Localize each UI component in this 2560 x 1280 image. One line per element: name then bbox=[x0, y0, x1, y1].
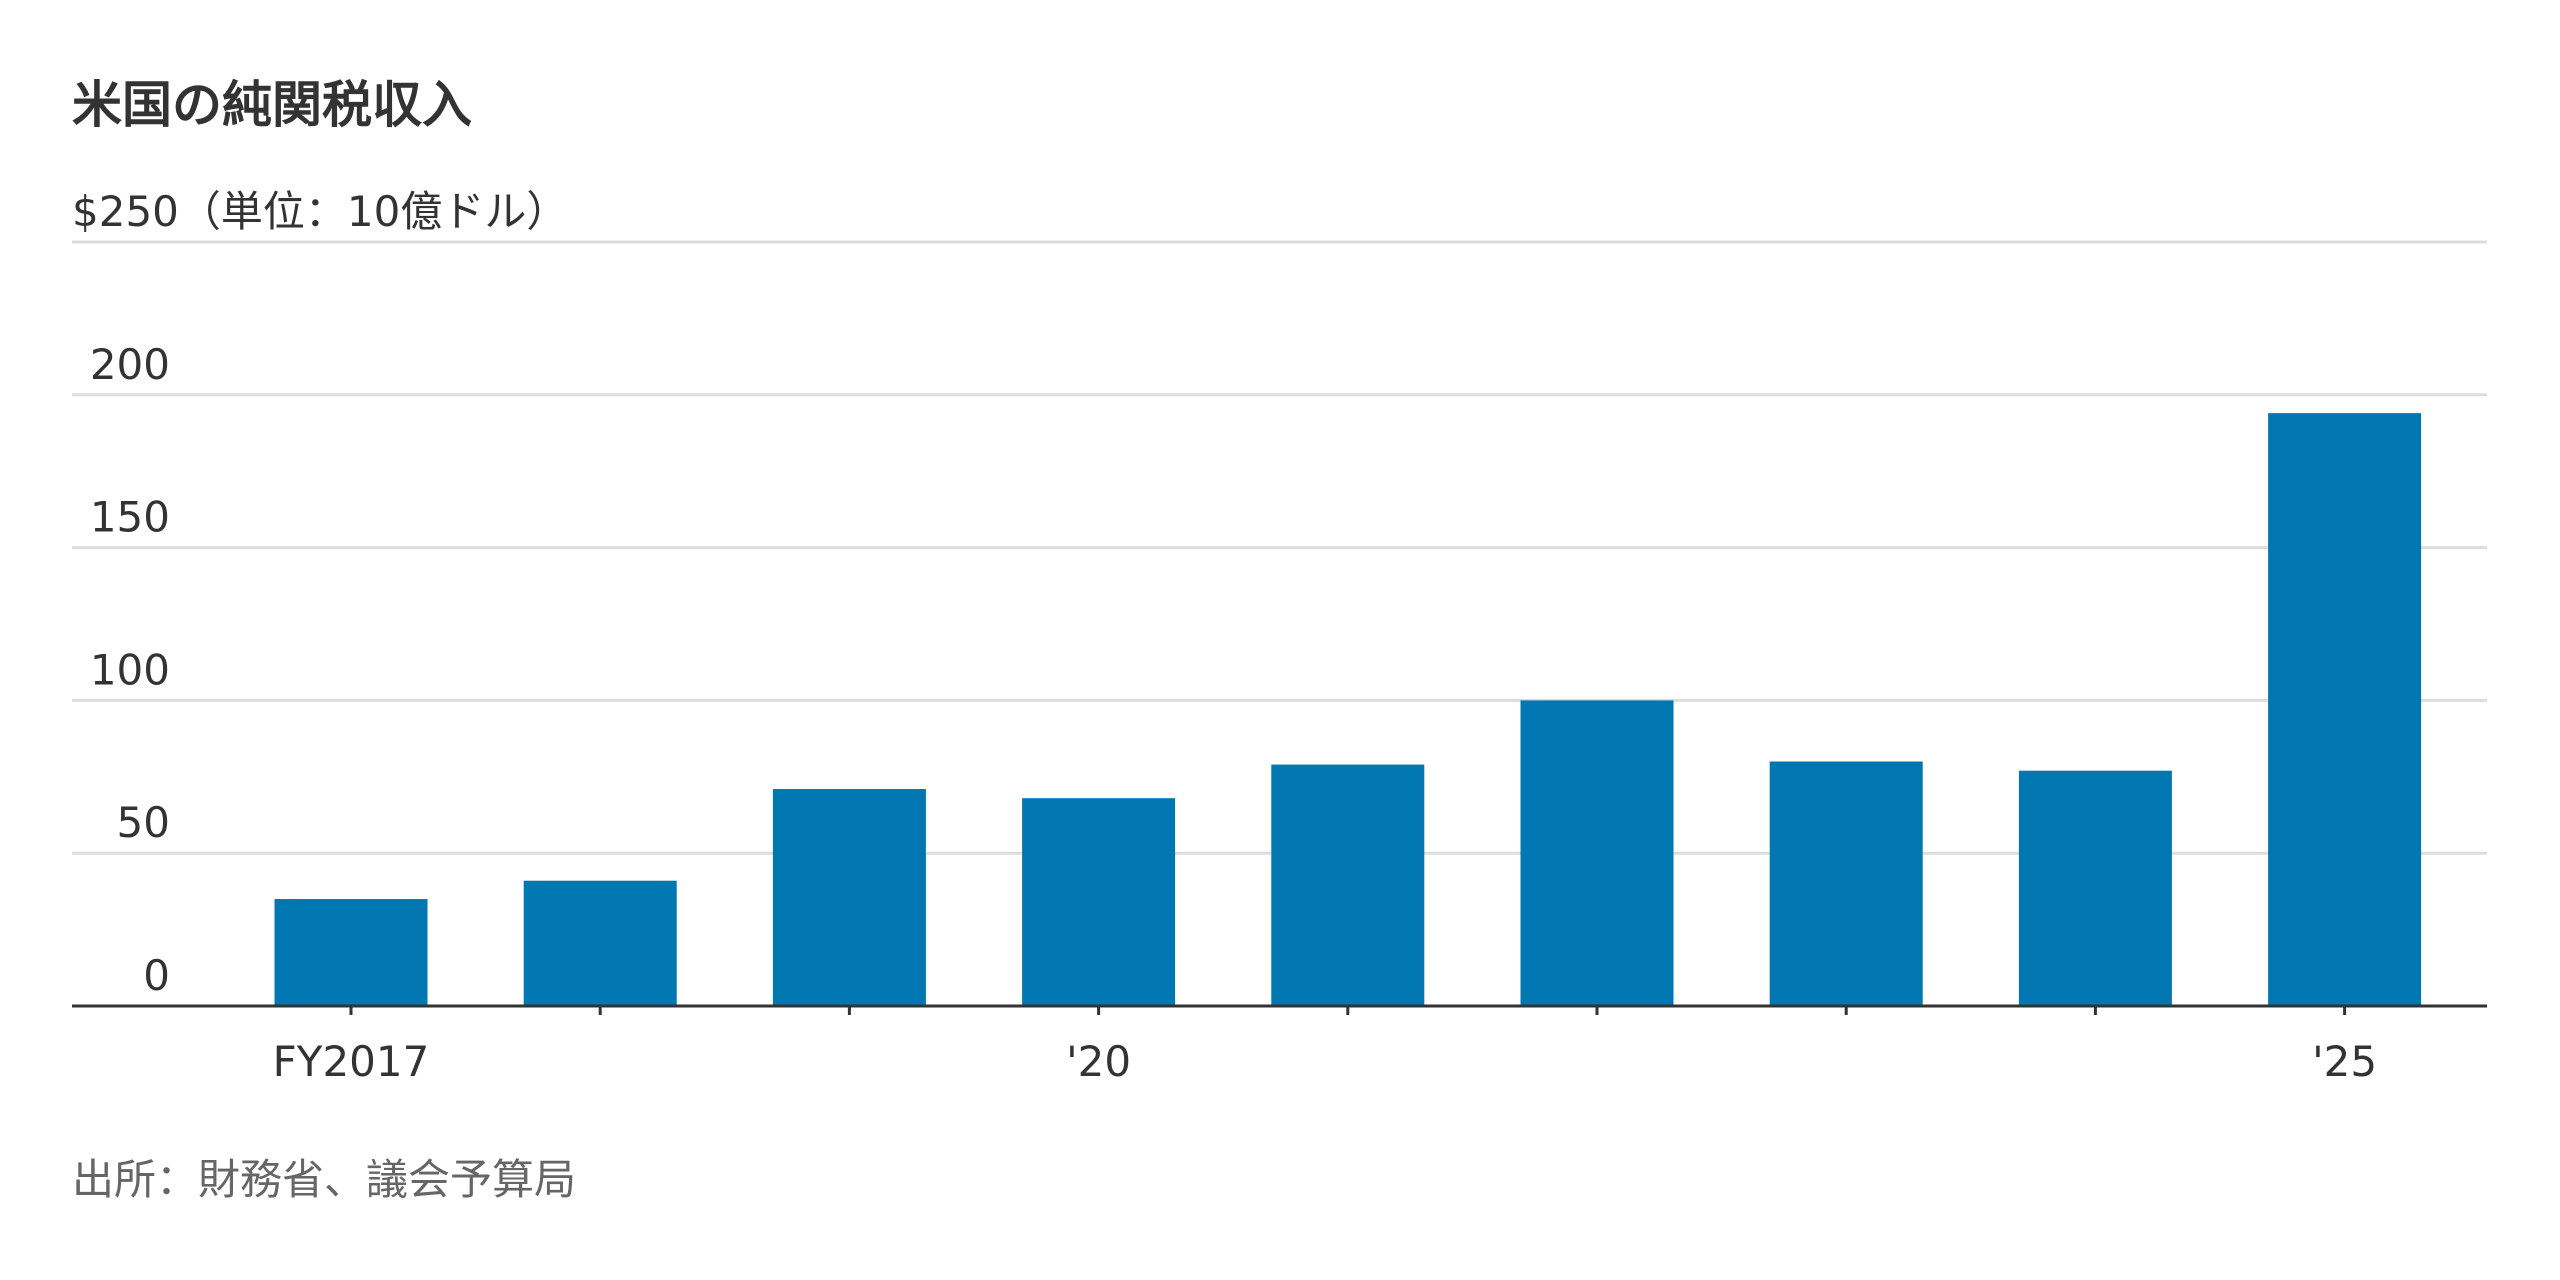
bar bbox=[2268, 413, 2422, 1006]
bar bbox=[1769, 761, 1923, 1006]
bar bbox=[1022, 798, 1176, 1006]
bar bbox=[772, 789, 926, 1006]
bar bbox=[1520, 700, 1674, 1006]
bar bbox=[2018, 770, 2172, 1006]
y-tick-label: 150 bbox=[90, 493, 170, 542]
y-tick-label: $250（単位：10億ドル） bbox=[72, 187, 568, 236]
y-tick-label: 50 bbox=[117, 798, 170, 847]
y-tick-label: 0 bbox=[143, 951, 170, 1000]
x-tick-label: FY2017 bbox=[273, 1037, 430, 1086]
chart-title: 米国の純関税収入 bbox=[72, 76, 472, 134]
y-tick-label: 200 bbox=[90, 340, 170, 389]
bar bbox=[274, 899, 428, 1006]
x-tick-label: '25 bbox=[2312, 1037, 2377, 1086]
x-tick-label: '20 bbox=[1066, 1037, 1131, 1086]
bar bbox=[1271, 764, 1425, 1006]
y-tick-label: 100 bbox=[90, 645, 170, 694]
bar bbox=[523, 880, 677, 1006]
source: 出所：財務省、議会予算局 bbox=[72, 1155, 576, 1204]
